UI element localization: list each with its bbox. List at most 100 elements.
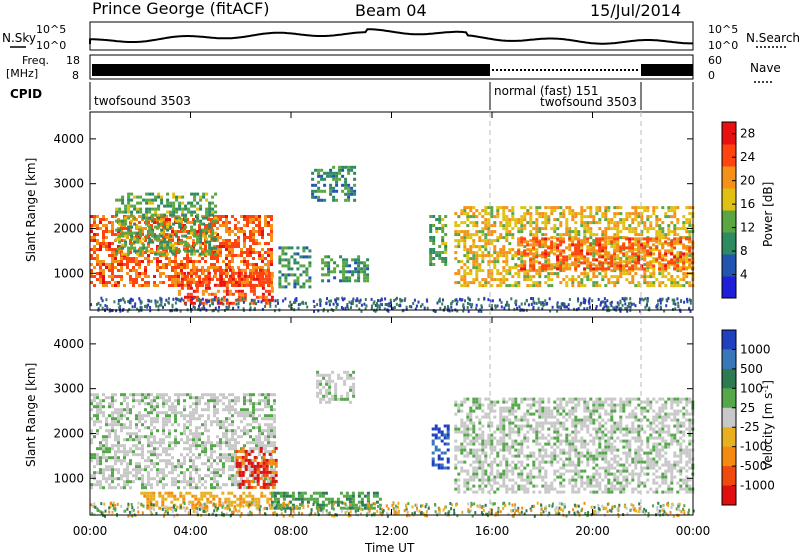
range-cell xyxy=(529,269,533,273)
range-cell xyxy=(140,300,143,304)
range-cell xyxy=(169,210,173,214)
range-cell xyxy=(637,215,641,219)
range-cell xyxy=(181,228,185,232)
range-cell xyxy=(129,393,132,397)
range-cell xyxy=(249,468,252,472)
range-cell xyxy=(332,189,336,193)
range-cell xyxy=(664,252,668,256)
range-cell xyxy=(613,249,617,253)
range-cell xyxy=(249,286,253,290)
range-cell xyxy=(195,230,198,233)
range-cell xyxy=(321,267,325,271)
range-cell xyxy=(255,230,258,233)
range-cell xyxy=(297,307,300,311)
range-cell xyxy=(219,447,222,451)
range-cell xyxy=(249,251,252,254)
range-cell xyxy=(490,254,494,258)
range-cell xyxy=(156,221,159,224)
range-cell xyxy=(595,212,599,216)
range-cell xyxy=(673,261,677,265)
range-cell xyxy=(652,269,656,273)
range-cell xyxy=(323,189,327,193)
range-cell xyxy=(124,210,128,214)
range-cell xyxy=(246,283,250,287)
range-cell xyxy=(273,468,276,472)
range-cell xyxy=(354,261,358,265)
range-cell xyxy=(231,465,234,469)
range-cell xyxy=(138,417,141,421)
range-cell xyxy=(264,477,267,481)
range-cell xyxy=(469,257,473,261)
range-cell xyxy=(267,450,270,454)
range-cell xyxy=(124,252,128,256)
range-cell xyxy=(595,249,599,253)
range-cell xyxy=(201,297,204,301)
range-cell xyxy=(169,204,173,208)
range-cell xyxy=(595,264,599,268)
range-cell xyxy=(204,441,207,445)
range-cell xyxy=(234,284,237,287)
range-cell xyxy=(96,456,99,460)
range-cell xyxy=(503,306,506,310)
range-cell xyxy=(679,260,683,264)
range-cell xyxy=(108,245,111,248)
range-cell xyxy=(198,468,201,472)
range-cell xyxy=(225,286,229,290)
range-cell xyxy=(673,255,677,259)
range-cell xyxy=(673,267,677,271)
range-cell xyxy=(202,216,206,220)
range-cell xyxy=(490,209,494,213)
range-cell xyxy=(249,393,252,397)
range-cell xyxy=(493,266,497,270)
range-cell xyxy=(583,221,587,225)
range-cell xyxy=(278,282,282,286)
range-cell xyxy=(115,309,118,313)
range-cell xyxy=(326,309,329,313)
range-cell xyxy=(637,206,641,210)
range-cell xyxy=(220,297,223,301)
range-cell xyxy=(225,283,229,287)
range-cell xyxy=(550,251,554,255)
range-cell xyxy=(270,227,273,230)
range-cell xyxy=(108,429,111,433)
range-cell xyxy=(580,212,584,216)
range-cell xyxy=(147,435,150,439)
range-cell xyxy=(613,257,617,261)
range-cell xyxy=(120,227,123,230)
range-cell xyxy=(664,233,668,237)
range-cell xyxy=(168,459,171,463)
range-cell xyxy=(192,289,196,293)
range-cell xyxy=(210,483,213,487)
range-cell xyxy=(276,299,279,302)
range-cell xyxy=(210,477,213,481)
range-cell xyxy=(96,411,99,415)
range-cell xyxy=(189,295,193,299)
range-cell xyxy=(450,305,453,309)
range-cell xyxy=(595,233,599,237)
range-cell xyxy=(216,260,219,263)
range-cell xyxy=(145,234,149,238)
range-cell xyxy=(664,215,668,219)
range-cell xyxy=(444,224,448,227)
range-cell xyxy=(622,236,626,240)
freq-tick-low: 8 xyxy=(72,69,79,82)
range-cell xyxy=(252,233,255,236)
range-cell xyxy=(273,393,276,397)
range-cell xyxy=(499,272,503,276)
range-cell xyxy=(580,209,584,213)
range-cell xyxy=(496,284,500,288)
range-cell xyxy=(267,221,270,224)
range-cell xyxy=(658,261,662,265)
range-cell xyxy=(568,233,572,237)
range-cell xyxy=(463,209,467,213)
range-cell xyxy=(199,302,201,306)
range-cell xyxy=(246,266,249,269)
range-cell xyxy=(199,207,203,211)
range-cell xyxy=(484,239,488,243)
range-cell xyxy=(199,246,203,250)
range-cell xyxy=(121,201,125,205)
range-cell xyxy=(180,221,183,224)
range-cell xyxy=(153,218,156,221)
range-cell xyxy=(484,245,488,249)
